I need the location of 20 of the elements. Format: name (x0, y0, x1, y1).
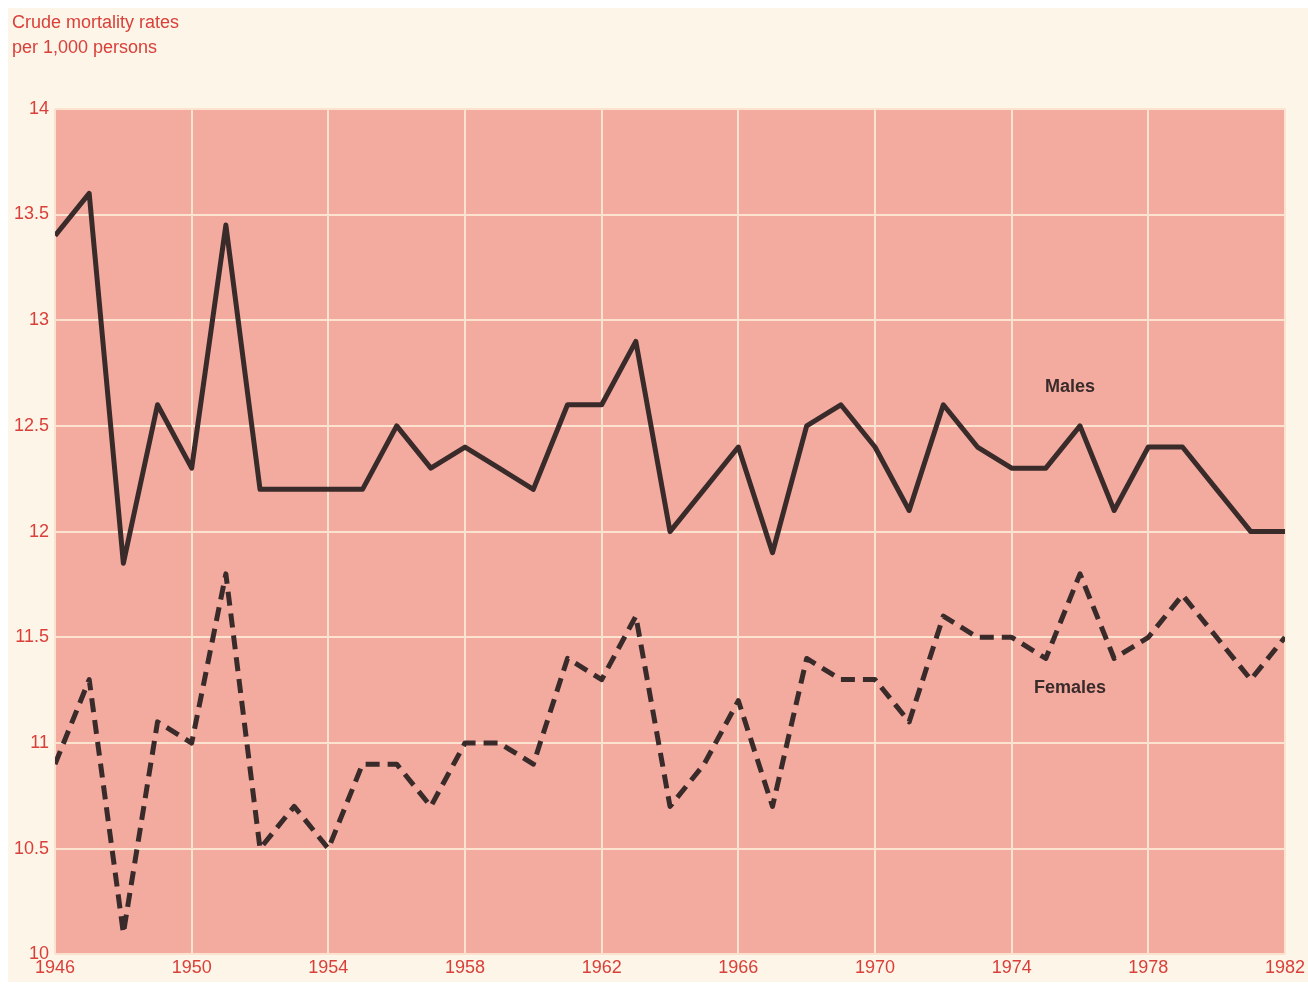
x-tick-label: 1962 (581, 957, 622, 978)
x-tick-label: 1966 (718, 957, 759, 978)
x-tick-label: 1970 (854, 957, 896, 978)
y-tick-label: 11 (30, 731, 50, 752)
x-tick-label: 1954 (308, 957, 349, 978)
y-tick-label: 12 (29, 520, 50, 541)
x-tick-label: 1950 (171, 957, 212, 978)
x-tick-label: 1982 (1264, 957, 1305, 978)
y-tick-label: 14 (29, 97, 50, 118)
x-tick-label: 1978 (1128, 957, 1169, 978)
y-tick-label: 10.5 (13, 837, 50, 858)
x-tick-label: 1974 (991, 957, 1032, 978)
y-tick-label: 11.5 (15, 626, 50, 647)
series-label: Males (1044, 375, 1095, 396)
y-axis-title: Crude mortality rates per 1,000 persons (11, 11, 181, 59)
series-label: Females (1033, 676, 1107, 697)
y-tick-label: 12.5 (13, 414, 50, 435)
y-tick-label: 13.5 (13, 203, 50, 224)
y-tick-label: 13 (29, 309, 50, 330)
x-tick-label: 1958 (444, 957, 486, 978)
